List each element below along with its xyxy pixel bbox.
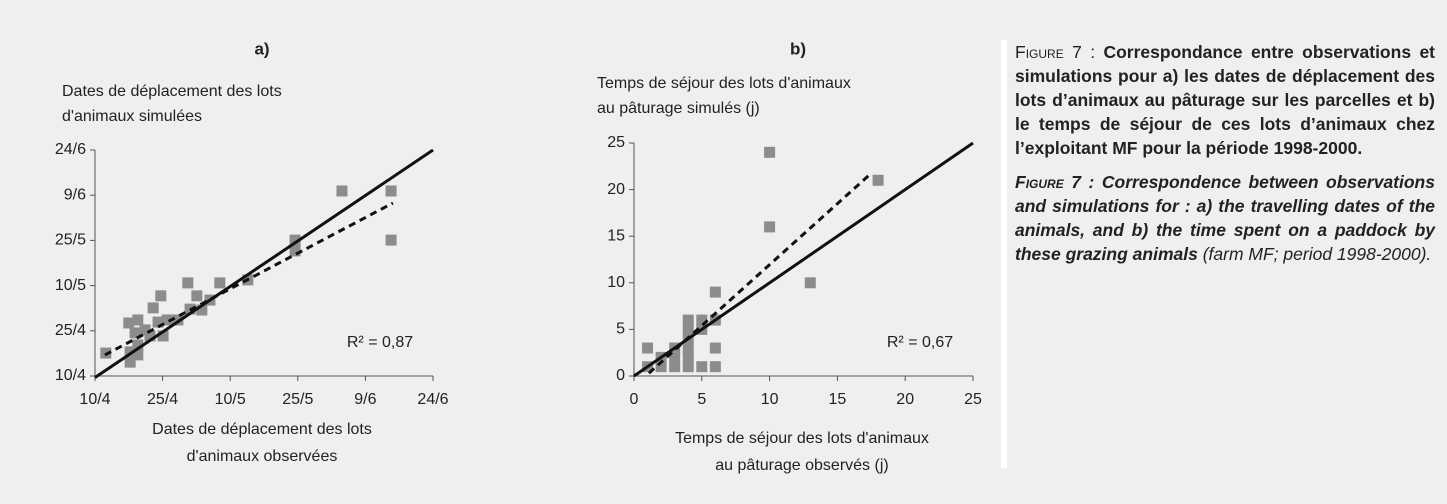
y-tick-label: 25: [607, 134, 625, 151]
x-tick-label: 10/5: [215, 391, 246, 408]
y-axis-label: Temps de séjour des lots d'animaux: [597, 75, 851, 92]
point: [191, 290, 203, 302]
point: [147, 302, 159, 314]
point: [682, 351, 694, 363]
point: [682, 323, 694, 335]
x-tick-label: 24/6: [417, 391, 448, 408]
x-tick-label: 10/4: [79, 391, 110, 408]
point: [709, 286, 721, 298]
x-tick-label: 25: [964, 391, 982, 408]
y-tick-label: 25/4: [55, 322, 86, 339]
point: [336, 185, 348, 197]
point: [161, 314, 173, 326]
x-tick-label: 25/5: [282, 391, 313, 408]
solid-line: [633, 141, 974, 378]
point: [655, 361, 667, 373]
x-tick-label: 0: [630, 391, 639, 408]
caption-note: (farm MF; period 1998-2000).: [1202, 244, 1432, 264]
caption: Figure 7 : Correspondance entre observat…: [1015, 40, 1435, 276]
x-axis-label: Dates de déplacement des lots: [152, 421, 372, 438]
x-tick-label: 25/4: [147, 391, 178, 408]
point: [132, 314, 144, 326]
figure-label: Figure 7 :: [1015, 42, 1096, 62]
caption-text: Correspondance entre observations et sim…: [1015, 42, 1435, 158]
x-axis-label: Temps de séjour des lots d'animaux: [675, 430, 929, 447]
y-tick-label: 20: [607, 181, 625, 198]
point: [385, 185, 397, 197]
point: [872, 174, 884, 186]
point: [157, 330, 169, 342]
dashed-line: [647, 174, 870, 375]
y-tick-label: 5: [616, 321, 625, 338]
x-tick-label: 9/6: [354, 391, 376, 408]
y-tick-label: 0: [616, 367, 625, 384]
solid-line: [94, 148, 434, 379]
y-tick-label: 10/5: [55, 277, 86, 294]
x-tick-label: 15: [829, 391, 847, 408]
point: [289, 234, 301, 246]
point: [155, 290, 167, 302]
y-tick-label: 15: [607, 227, 625, 244]
point: [124, 346, 136, 358]
annotation: R² = 0,67: [887, 334, 953, 351]
point: [123, 317, 135, 329]
x-tick-label: 10: [761, 391, 779, 408]
point: [696, 314, 708, 326]
x-tick-label: 5: [697, 391, 706, 408]
y-tick-label: 9/6: [64, 186, 86, 203]
point: [132, 349, 144, 361]
point: [132, 339, 144, 351]
annotation: R² = 0,87: [347, 334, 413, 351]
figure-label: Figure 7 :: [1015, 172, 1095, 192]
point: [385, 234, 397, 246]
y-tick-label: 10: [607, 274, 625, 291]
point: [709, 361, 721, 373]
point: [139, 324, 151, 336]
point: [289, 245, 301, 257]
point: [642, 342, 654, 354]
chart-title: b): [790, 39, 806, 58]
point: [214, 277, 226, 289]
charts: a) Dates de déplacement des lots d'animaux…: [55, 39, 982, 474]
point: [709, 342, 721, 354]
point: [182, 277, 194, 289]
chart-title: a): [254, 39, 269, 58]
y-tick-label: 25/5: [55, 232, 86, 249]
y-tick-label: 24/6: [55, 141, 86, 158]
point: [669, 361, 681, 373]
point: [152, 316, 164, 328]
point: [764, 146, 776, 158]
caption-fr: Figure 7 : Correspondance entre observat…: [1015, 40, 1435, 160]
x-tick-label: 20: [896, 391, 914, 408]
y-tick-label: 10/4: [55, 367, 86, 384]
point: [124, 356, 136, 368]
y-axis-label: d'animaux simulées: [62, 108, 202, 125]
point: [682, 314, 694, 326]
point: [144, 330, 156, 342]
divider: [1001, 40, 1007, 468]
y-axis-label: au pâturage simulés (j): [597, 100, 760, 117]
point: [696, 361, 708, 373]
point: [682, 361, 694, 373]
point: [804, 277, 816, 289]
dashed-line: [104, 201, 394, 357]
point: [129, 327, 141, 339]
x-axis-label: d'animaux observées: [187, 448, 338, 465]
point: [669, 351, 681, 363]
point: [764, 221, 776, 233]
y-axis-label: Dates de déplacement des lots: [62, 83, 282, 100]
point: [196, 304, 208, 316]
x-axis-label: au pâturage observés (j): [715, 457, 888, 474]
caption-text: Correspondence between observations and …: [1015, 172, 1435, 264]
caption-en: Figure 7 : Correspondence between observ…: [1015, 170, 1435, 266]
point: [682, 342, 694, 354]
